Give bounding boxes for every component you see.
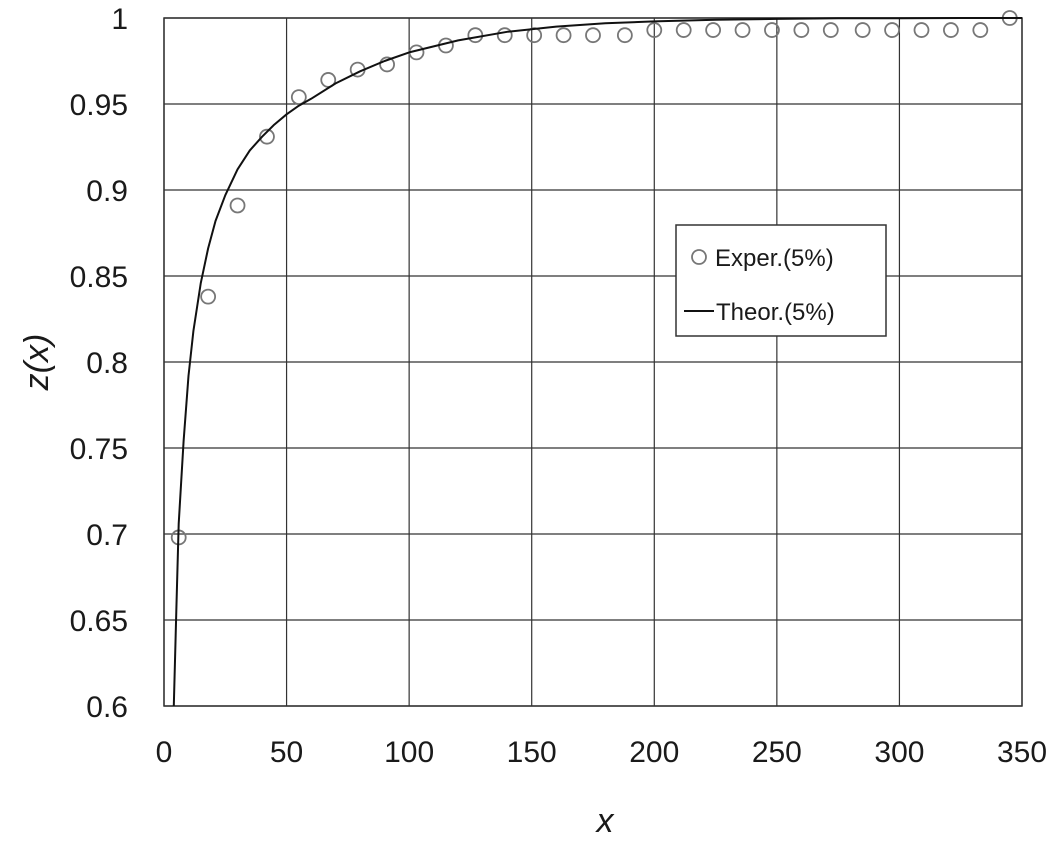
x-tick-label: 150 bbox=[507, 736, 557, 769]
data-point-exper bbox=[585, 27, 601, 44]
y-tick-label: 0.85 bbox=[70, 261, 128, 294]
legend-marker-exper bbox=[691, 249, 707, 265]
legend-box bbox=[675, 224, 887, 337]
data-point-exper bbox=[646, 22, 663, 38]
y-tick-labels: 0.6 0.65 0.7 0.75 0.8 0.85 0.9 0.95 1 bbox=[70, 3, 128, 724]
x-tick-label: 250 bbox=[752, 736, 802, 769]
x-tick-label: 100 bbox=[384, 736, 434, 769]
data-point-exper bbox=[705, 22, 722, 38]
legend: Exper.(5%) Theor.(5%) bbox=[675, 224, 887, 337]
y-tick-label: 1 bbox=[111, 3, 128, 36]
x-tick-label: 200 bbox=[629, 736, 679, 769]
series-line-theor bbox=[172, 17, 1022, 707]
data-point-exper bbox=[200, 288, 217, 305]
grid bbox=[163, 17, 1023, 707]
y-tick-label: 0.75 bbox=[70, 433, 128, 466]
data-point-exper bbox=[913, 22, 930, 38]
y-tick-label: 0.8 bbox=[86, 347, 128, 380]
data-point-exper bbox=[259, 128, 275, 145]
data-point-exper bbox=[555, 27, 572, 44]
data-point-exper bbox=[764, 22, 780, 38]
y-tick-label: 0.65 bbox=[70, 605, 128, 638]
y-axis-label: z(x) bbox=[18, 334, 56, 392]
y-tick-label: 0.9 bbox=[86, 175, 128, 208]
data-point-exper bbox=[616, 27, 633, 44]
data-point-exper bbox=[822, 22, 839, 38]
data-point-exper bbox=[793, 22, 810, 38]
data-point-exper bbox=[290, 89, 307, 106]
data-point-exper bbox=[675, 22, 692, 38]
data-point-exper bbox=[972, 22, 989, 38]
plot-frame bbox=[163, 17, 1023, 707]
y-tick-label: 0.95 bbox=[70, 89, 128, 122]
x-axis-label: x bbox=[595, 802, 615, 840]
x-tick-label: 350 bbox=[997, 736, 1047, 769]
data-point-exper bbox=[854, 22, 871, 38]
x-tick-label: 0 bbox=[156, 736, 173, 769]
data-point-exper bbox=[229, 197, 246, 214]
data-point-exper bbox=[379, 56, 395, 73]
legend-label-theor: Theor.(5%) bbox=[716, 299, 835, 326]
series-layer bbox=[170, 10, 1022, 707]
x-tick-label: 300 bbox=[874, 736, 924, 769]
legend-label-exper: Exper.(5%) bbox=[715, 245, 834, 272]
data-point-exper bbox=[496, 27, 513, 44]
y-tick-label: 0.6 bbox=[86, 691, 128, 724]
data-point-exper bbox=[734, 22, 751, 38]
data-point-exper bbox=[943, 22, 959, 38]
data-point-exper bbox=[884, 22, 900, 38]
y-tick-label: 0.7 bbox=[86, 519, 128, 552]
x-tick-labels: 0 50 100 150 200 250 300 350 bbox=[156, 736, 1047, 769]
data-point-exper bbox=[467, 27, 484, 44]
x-tick-label: 50 bbox=[270, 736, 303, 769]
